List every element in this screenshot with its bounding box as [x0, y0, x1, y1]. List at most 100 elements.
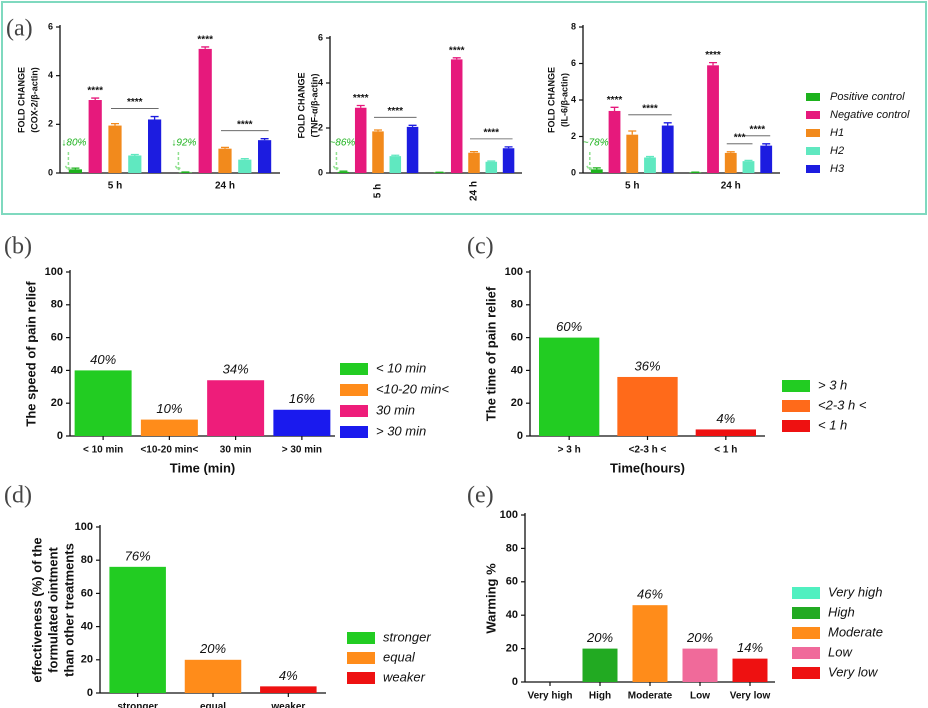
value-label: 46% — [637, 587, 663, 602]
x-tick-label: < 1 h — [714, 445, 737, 456]
error-bar — [111, 122, 119, 126]
bar — [218, 148, 232, 173]
y-axis-title: The time of pain relief — [483, 286, 498, 421]
y-tick-label: 100 — [505, 266, 523, 278]
x-tick-label: Very low — [730, 691, 771, 702]
error-bar — [356, 104, 365, 108]
error-bar — [391, 154, 400, 157]
bar — [140, 419, 198, 436]
reduction-arrow — [174, 152, 182, 172]
y-tick-label: 100 — [500, 509, 518, 521]
y-tick-label: 100 — [45, 266, 63, 278]
bar — [695, 429, 756, 436]
legend-swatch — [782, 380, 810, 392]
legend-label: H2 — [830, 145, 844, 157]
y-axis-title: effectiveness (%) of the — [29, 537, 44, 682]
bar — [682, 648, 718, 682]
significance-label: **** — [607, 95, 623, 106]
legend-swatch — [347, 632, 375, 644]
y-tick-label: 0 — [57, 430, 63, 442]
value-label: 76% — [125, 548, 151, 563]
legend-label: Low — [828, 644, 853, 659]
bar — [760, 145, 773, 173]
bar — [617, 376, 678, 436]
y-tick-label: 0 — [48, 167, 53, 177]
legend-swatch — [806, 147, 820, 155]
bar — [88, 100, 102, 173]
legend-label: 30 min — [376, 402, 415, 417]
significance-label: **** — [237, 119, 253, 130]
bar — [582, 648, 618, 682]
error-bar — [628, 130, 637, 135]
bar — [707, 65, 719, 173]
bar — [108, 125, 122, 173]
y-tick-label: 20 — [511, 397, 523, 409]
legend-swatch — [340, 426, 368, 438]
legend-swatch — [806, 111, 820, 119]
bar — [539, 337, 600, 436]
y-tick-label: 0 — [318, 167, 323, 177]
x-tick-label: <2-3 h < — [629, 445, 667, 456]
x-tick-label: 5 h — [625, 181, 639, 192]
x-tick-label: 30 min — [220, 445, 252, 456]
bar — [644, 157, 656, 173]
legend-swatch — [806, 165, 820, 173]
significance-label: **** — [642, 103, 658, 114]
reduction-note: ↓80% — [61, 138, 86, 149]
bar — [238, 159, 252, 173]
y-tick-label: 8 — [571, 21, 576, 31]
y-axis-title: than other treatments — [61, 543, 76, 677]
x-tick-label: > 3 h — [558, 445, 581, 456]
error-bar — [726, 151, 735, 153]
legend-label: High — [828, 604, 855, 619]
significance-label: **** — [87, 86, 103, 97]
y-tick-label: 40 — [506, 609, 518, 621]
y-tick-label: 60 — [51, 332, 63, 344]
legend-label: Negative control — [830, 109, 910, 121]
error-bar — [339, 170, 348, 172]
value-label: 60% — [556, 319, 582, 334]
legend-swatch — [792, 627, 820, 639]
panel-label: (c) — [467, 234, 494, 260]
legend-label: equal — [383, 649, 416, 664]
legend-label: weaker — [383, 669, 426, 684]
bar — [742, 161, 755, 173]
bar — [590, 169, 603, 173]
panel-label: (b) — [4, 234, 32, 260]
value-label: 20% — [586, 630, 613, 645]
y-tick-label: 20 — [51, 397, 63, 409]
y-tick-label: 20 — [81, 654, 93, 666]
bar — [198, 48, 212, 173]
value-label: 4% — [279, 668, 298, 683]
legend-label: stronger — [383, 629, 431, 644]
legend-label: < 10 min — [376, 360, 426, 375]
legend-swatch — [340, 405, 368, 417]
significance-label: **** — [483, 128, 499, 139]
legend-swatch — [340, 384, 368, 396]
panel-label: (d) — [4, 483, 32, 509]
bar — [74, 370, 132, 436]
bar — [632, 605, 668, 682]
significance-label: **** — [387, 106, 403, 117]
y-axis-title: formulated ointment — [45, 547, 60, 673]
bar — [485, 161, 498, 173]
y-tick-label: 0 — [571, 167, 576, 177]
legend-swatch — [806, 93, 820, 101]
legend-label: Moderate — [828, 624, 883, 639]
legend-swatch — [782, 420, 810, 432]
y-tick-label: 40 — [81, 621, 93, 633]
legend-label: Positive control — [830, 91, 905, 103]
x-tick-label: < 10 min — [83, 445, 123, 456]
error-bar — [221, 146, 229, 149]
error-bar — [201, 46, 210, 49]
y-axis-title: FOLD CHANGE — [546, 67, 556, 133]
bar — [608, 110, 621, 173]
y-axis-title: FOLD CHANGE — [16, 67, 26, 133]
error-bar — [762, 143, 771, 146]
legend-swatch — [792, 667, 820, 679]
legend-label: <2-3 h < — [818, 397, 867, 412]
y-tick-label: 4 — [48, 70, 53, 80]
error-bar — [610, 106, 619, 111]
value-label: 10% — [156, 401, 182, 416]
